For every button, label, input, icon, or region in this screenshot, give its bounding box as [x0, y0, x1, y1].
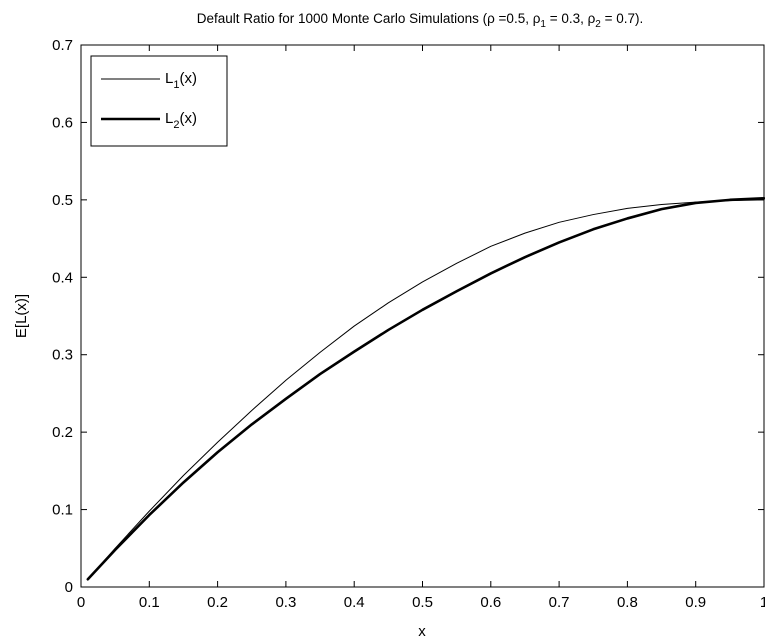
series-line-1: [87, 199, 765, 580]
y-tick-label: 0.3: [52, 347, 73, 364]
y-tick-label: 0: [65, 579, 73, 596]
x-tick-label: 0.4: [344, 594, 365, 611]
y-tick-label: 0.4: [52, 269, 73, 286]
legend-box: [90, 55, 228, 147]
y-axis: 0 0.1 0.2 0.3 0.4 0.5 0.6 0.7: [52, 37, 764, 596]
series-lines: [86, 197, 765, 581]
x-tick-label: 0.9: [685, 594, 706, 611]
y-tick-label: 0.7: [52, 37, 73, 54]
x-tick-label: 0.3: [275, 594, 296, 611]
x-tick-label: 0.5: [412, 594, 433, 611]
x-tick-label: 0.1: [139, 594, 160, 611]
x-axis-label: x: [418, 623, 426, 640]
y-tick-label: 0.6: [52, 114, 73, 131]
legend-label-2: L2(x): [165, 110, 197, 131]
y-axis-label: E[L(x)]: [13, 294, 30, 338]
x-tick-label: 0.8: [617, 594, 638, 611]
x-tick-label: 1: [760, 594, 765, 611]
y-tick-label: 0.1: [52, 502, 73, 519]
legend-label-1: L1(x): [165, 70, 197, 91]
x-axis: 0 0.1 0.2 0.3 0.4 0.5 0.6 0.7 0.8 0.9 1: [77, 45, 765, 611]
x-tick-label: 0: [77, 594, 85, 611]
legend: L1(x) L2(x): [90, 55, 228, 147]
x-tick-label: 0.7: [549, 594, 570, 611]
y-tick-label: 0.2: [52, 424, 73, 441]
chart-title: Default Ratio for 1000 Monte Carlo Simul…: [197, 11, 644, 30]
x-tick-label: 0.2: [207, 594, 228, 611]
y-tick-label: 0.5: [52, 192, 73, 209]
x-tick-label: 0.6: [480, 594, 501, 611]
series-line-2: [86, 197, 765, 581]
